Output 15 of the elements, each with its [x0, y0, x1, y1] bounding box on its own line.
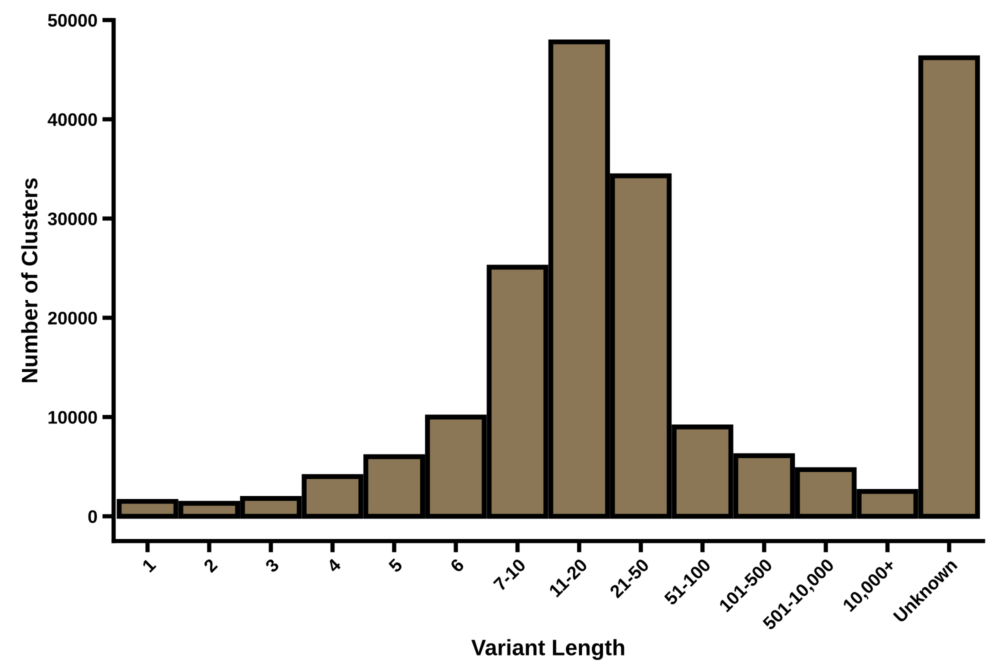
- y-axis-title: Number of Clusters: [21, 178, 38, 382]
- x-tick-label: 7-10: [492, 558, 526, 592]
- x-tick-label: 4: [326, 558, 342, 574]
- x-tick-label: 5: [388, 558, 404, 574]
- y-tick-label: 0: [88, 510, 97, 523]
- y-tick-label: 30000: [48, 212, 97, 226]
- x-tick-label: 3: [264, 558, 280, 574]
- x-tick-label: 1: [142, 558, 156, 573]
- y-tick-label: 40000: [48, 113, 97, 126]
- y-tick-label: 20000: [48, 312, 97, 324]
- y-tick-label: 10000: [48, 410, 97, 424]
- x-tick-label: 2: [202, 558, 218, 573]
- x-tick-label: 6: [450, 558, 465, 574]
- y-tick-label: 50000: [48, 14, 97, 27]
- x-axis-title: Variant Length: [471, 639, 624, 660]
